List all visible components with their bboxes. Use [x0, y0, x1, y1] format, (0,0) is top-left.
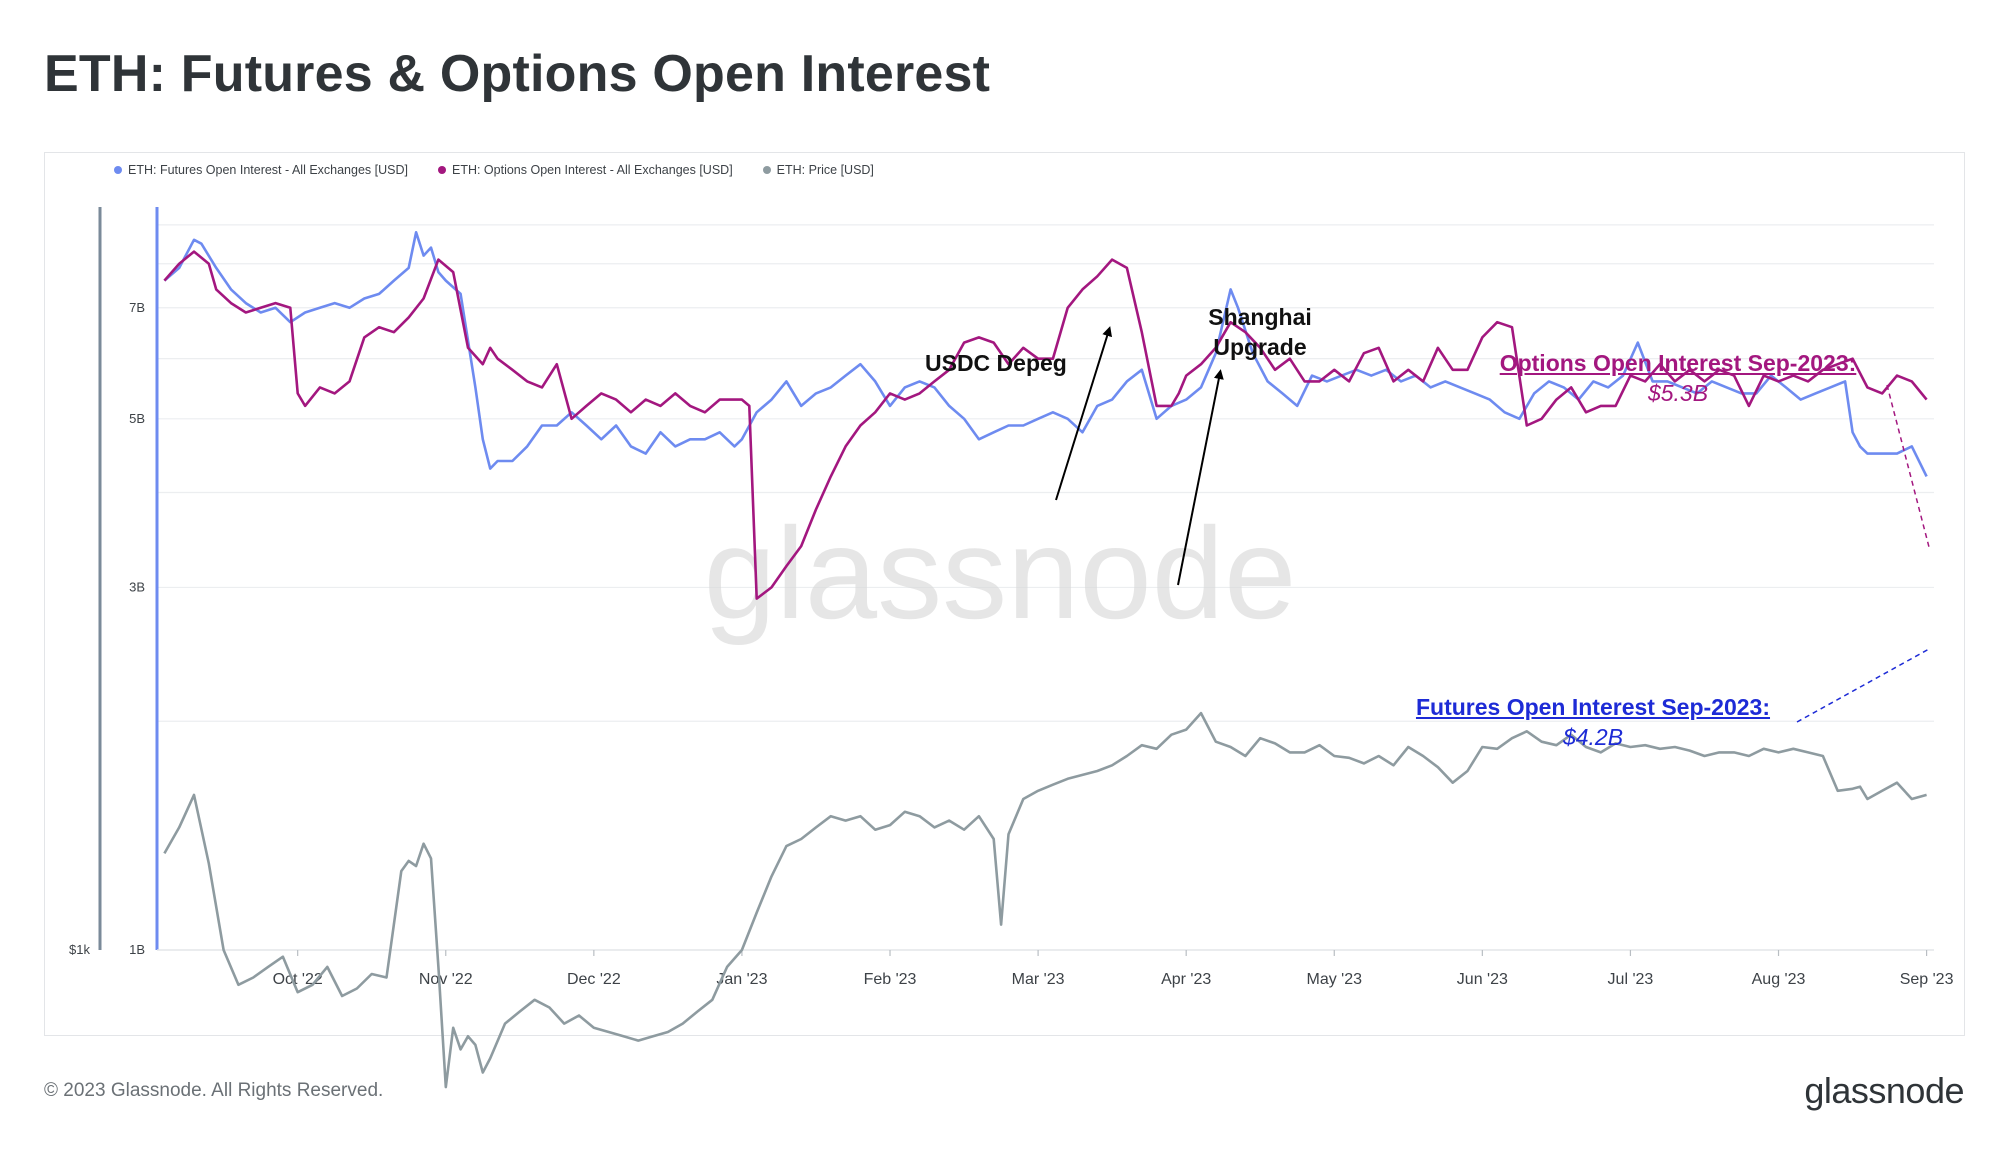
shanghai-line-1: Shanghai	[1208, 304, 1312, 330]
price-line	[163, 711, 1927, 1089]
y-axis-lines	[98, 207, 1934, 951]
shanghai-arrow	[1177, 369, 1224, 586]
x-tick-label: Jun '23	[1457, 971, 1508, 988]
y-axis-ticks: 1B 3B 5B 7B $1k	[69, 300, 145, 957]
legend-label-futures: ETH: Futures Open Interest - All Exchang…	[128, 163, 408, 177]
futures-callout: Futures Open Interest Sep-2023: $4.2B	[1393, 692, 1793, 752]
options-callout-value: $5.3B	[1647, 380, 1709, 406]
y-tick-label: 1B	[129, 942, 145, 957]
options-callout: Options Open Interest Sep-2023: $5.3B	[1478, 348, 1878, 408]
options-callout-label: Options Open Interest Sep-2023:	[1499, 350, 1857, 376]
futures-callout-value: $4.2B	[1562, 724, 1624, 750]
futures-oi-line	[163, 231, 1928, 477]
x-tick-label: Feb '23	[864, 971, 917, 988]
shanghai-line-2: Upgrade	[1213, 334, 1307, 360]
x-tick-label: Oct '22	[273, 971, 323, 988]
legend-label-options: ETH: Options Open Interest - All Exchang…	[451, 163, 733, 177]
chart-frame	[44, 152, 1965, 1036]
y-tick-label: 7B	[129, 300, 145, 315]
legend-item-price[interactable]: ETH: Price [USD]	[762, 163, 874, 177]
copyright-footer: © 2023 Glassnode. All Rights Reserved.	[44, 1080, 384, 1101]
annotation-arrows	[1055, 326, 1930, 723]
legend-dot-options	[437, 166, 446, 174]
watermark: glassnode	[704, 500, 1297, 646]
legend-dot-price	[762, 166, 771, 174]
legend-dot-futures	[114, 166, 122, 174]
legend-item-options[interactable]: ETH: Options Open Interest - All Exchang…	[437, 163, 733, 177]
x-tick-label: Apr '23	[1161, 971, 1211, 988]
series-lines	[163, 231, 1928, 1089]
x-tick-label: Mar '23	[1012, 971, 1065, 988]
price-tick-label: $1k	[69, 942, 90, 957]
x-tick-label: Jul '23	[1608, 971, 1654, 988]
x-tick-label: May '23	[1306, 971, 1362, 988]
glassnode-logo: glassnode	[1804, 1070, 1964, 1111]
x-tick-label: Aug '23	[1752, 971, 1806, 988]
chart-gridlines	[157, 224, 1934, 722]
x-tick-label: Nov '22	[419, 971, 473, 988]
x-axis-ticks: Oct '22 Nov '22 Dec '22 Jan '23 Feb '23 Mar '…	[273, 950, 1954, 988]
futures-callout-line	[1796, 648, 1930, 723]
options-callout-line	[1886, 384, 1930, 548]
x-tick-label: Jan '23	[716, 971, 767, 988]
options-oi-line	[163, 250, 1928, 600]
y-tick-label: 5B	[129, 411, 145, 426]
y-tick-label: 3B	[129, 579, 145, 594]
usdc-arrow	[1055, 326, 1112, 501]
legend-item-futures[interactable]: ETH: Futures Open Interest - All Exchang…	[114, 163, 408, 177]
chart-legend: ETH: Futures Open Interest - All Exchang…	[114, 163, 874, 177]
usdc-depeg-annotation: USDC Depeg	[925, 350, 1067, 376]
page-title: ETH: Futures & Options Open Interest	[44, 45, 991, 103]
futures-callout-label: Futures Open Interest Sep-2023:	[1415, 694, 1771, 720]
shanghai-upgrade-annotation: Shanghai Upgrade	[1195, 302, 1325, 362]
x-tick-label: Dec '22	[567, 971, 621, 988]
legend-label-price: ETH: Price [USD]	[776, 163, 874, 177]
x-tick-label: Sep '23	[1900, 971, 1954, 988]
